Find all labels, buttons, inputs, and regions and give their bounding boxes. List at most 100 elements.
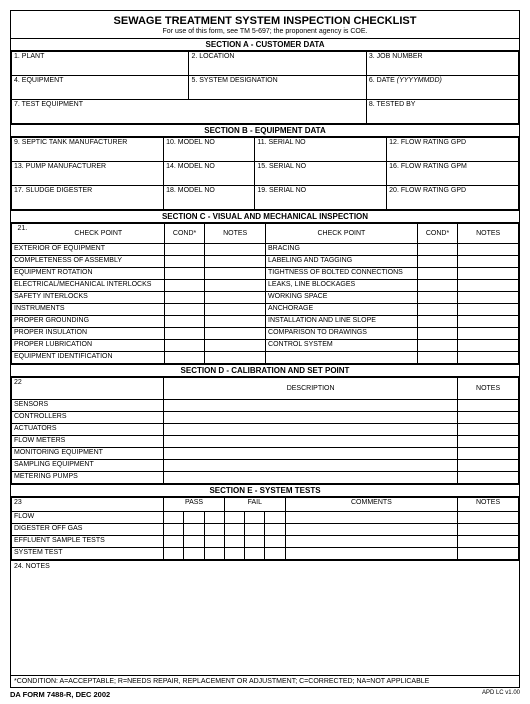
c-cond-right[interactable] [417, 352, 458, 364]
field-job-number[interactable]: 3. JOB NUMBER [366, 52, 518, 76]
d-desc[interactable] [164, 472, 458, 484]
e-fail-3[interactable] [265, 524, 285, 536]
c-notes-right[interactable] [458, 352, 519, 364]
c-notes-left[interactable] [205, 280, 266, 292]
d-notes[interactable] [458, 436, 519, 448]
c-notes-right[interactable] [458, 280, 519, 292]
e-comments[interactable] [285, 548, 457, 560]
c-notes-right[interactable] [458, 244, 519, 256]
e-comments[interactable] [285, 524, 457, 536]
e-pass-1[interactable] [164, 512, 184, 524]
field-date[interactable]: 6. DATE (YYYYMMDD) [366, 76, 518, 100]
e-pass-1[interactable] [164, 524, 184, 536]
c-cond-right[interactable] [417, 268, 458, 280]
c-cond-right[interactable] [417, 280, 458, 292]
d-notes[interactable] [458, 460, 519, 472]
field-model-10[interactable]: 10. MODEL NO [164, 138, 255, 162]
field-model-18[interactable]: 18. MODEL NO [164, 186, 255, 210]
e-pass-2[interactable] [184, 536, 204, 548]
e-fail-2[interactable] [245, 524, 265, 536]
e-pass-2[interactable] [184, 548, 204, 560]
e-pass-3[interactable] [204, 524, 224, 536]
field-system-designation[interactable]: 5. SYSTEM DESIGNATION [189, 76, 366, 100]
c-cond-left[interactable] [164, 328, 205, 340]
d-notes[interactable] [458, 472, 519, 484]
d-desc[interactable] [164, 400, 458, 412]
field-flow-12[interactable]: 12. FLOW RATING GPD [387, 138, 519, 162]
c-cond-left[interactable] [164, 340, 205, 352]
e-pass-3[interactable] [204, 536, 224, 548]
field-test-equipment[interactable]: 7. TEST EQUIPMENT [12, 100, 367, 124]
c-cond-right[interactable] [417, 244, 458, 256]
c-notes-left[interactable] [205, 340, 266, 352]
field-sludge-digester[interactable]: 17. SLUDGE DIGESTER [12, 186, 164, 210]
d-desc[interactable] [164, 436, 458, 448]
e-fail-3[interactable] [265, 548, 285, 560]
e-pass-1[interactable] [164, 548, 184, 560]
c-cond-right[interactable] [417, 328, 458, 340]
e-fail-3[interactable] [265, 512, 285, 524]
c-notes-right[interactable] [458, 268, 519, 280]
d-notes[interactable] [458, 400, 519, 412]
c-notes-left[interactable] [205, 352, 266, 364]
d-notes[interactable] [458, 412, 519, 424]
d-desc[interactable] [164, 424, 458, 436]
e-fail-1[interactable] [224, 512, 244, 524]
c-notes-left[interactable] [205, 256, 266, 268]
e-fail-3[interactable] [265, 536, 285, 548]
c-cond-left[interactable] [164, 316, 205, 328]
notes-area[interactable]: 24. NOTES [11, 560, 519, 675]
c-notes-left[interactable] [205, 268, 266, 280]
c-notes-right[interactable] [458, 316, 519, 328]
e-notes[interactable] [458, 536, 519, 548]
d-desc[interactable] [164, 460, 458, 472]
field-serial-11[interactable]: 11. SERIAL NO [255, 138, 387, 162]
e-comments[interactable] [285, 536, 457, 548]
c-notes-left[interactable] [205, 328, 266, 340]
c-notes-left[interactable] [205, 292, 266, 304]
c-cond-left[interactable] [164, 352, 205, 364]
e-pass-2[interactable] [184, 512, 204, 524]
e-comments[interactable] [285, 512, 457, 524]
d-desc[interactable] [164, 412, 458, 424]
field-flow-16[interactable]: 16. FLOW RATING GPM [387, 162, 519, 186]
c-notes-left[interactable] [205, 304, 266, 316]
e-fail-2[interactable] [245, 536, 265, 548]
d-desc[interactable] [164, 448, 458, 460]
field-location[interactable]: 2. LOCATION [189, 52, 366, 76]
e-pass-2[interactable] [184, 524, 204, 536]
c-notes-right[interactable] [458, 256, 519, 268]
field-equipment[interactable]: 4. EQUIPMENT [12, 76, 189, 100]
field-pump-mfr[interactable]: 13. PUMP MANUFACTURER [12, 162, 164, 186]
c-notes-right[interactable] [458, 340, 519, 352]
c-notes-right[interactable] [458, 292, 519, 304]
field-serial-15[interactable]: 15. SERIAL NO [255, 162, 387, 186]
c-cond-left[interactable] [164, 244, 205, 256]
c-notes-left[interactable] [205, 316, 266, 328]
e-fail-2[interactable] [245, 548, 265, 560]
c-cond-right[interactable] [417, 316, 458, 328]
c-cond-left[interactable] [164, 256, 205, 268]
field-tested-by[interactable]: 8. TESTED BY [366, 100, 518, 124]
e-notes[interactable] [458, 512, 519, 524]
c-cond-right[interactable] [417, 340, 458, 352]
e-fail-1[interactable] [224, 548, 244, 560]
e-fail-1[interactable] [224, 536, 244, 548]
c-cond-right[interactable] [417, 304, 458, 316]
field-septic-mfr[interactable]: 9. SEPTIC TANK MANUFACTURER [12, 138, 164, 162]
e-fail-1[interactable] [224, 524, 244, 536]
e-notes[interactable] [458, 524, 519, 536]
d-notes[interactable] [458, 424, 519, 436]
e-notes[interactable] [458, 548, 519, 560]
c-cond-left[interactable] [164, 304, 205, 316]
c-cond-right[interactable] [417, 256, 458, 268]
field-serial-19[interactable]: 19. SERIAL NO [255, 186, 387, 210]
c-notes-left[interactable] [205, 244, 266, 256]
e-pass-3[interactable] [204, 548, 224, 560]
c-notes-right[interactable] [458, 328, 519, 340]
c-cond-left[interactable] [164, 280, 205, 292]
c-cond-left[interactable] [164, 292, 205, 304]
c-cond-left[interactable] [164, 268, 205, 280]
e-pass-3[interactable] [204, 512, 224, 524]
d-notes[interactable] [458, 448, 519, 460]
